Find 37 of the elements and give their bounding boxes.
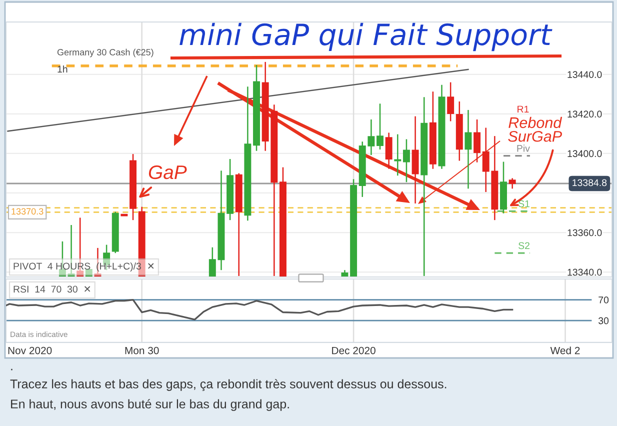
y-tick-label: 13420.0 (568, 110, 602, 118)
ref-line-label: 13370.3 (12, 208, 44, 215)
candlestick (376, 103, 384, 150)
ref-line-label: 13384.8 (572, 179, 607, 186)
annotation: R1 (518, 106, 529, 113)
candlestick (508, 178, 516, 190)
y-tick-label: 13440.0 (568, 71, 602, 78)
series-label: Piv (517, 144, 530, 152)
y-tick-label: 13340.0 (568, 268, 602, 276)
candlestick (474, 118, 481, 163)
annotation: GaP (148, 165, 187, 180)
annotation: RSI 14 70 30 ✕ (14, 286, 90, 293)
candlestick (394, 134, 402, 176)
text: . (11, 368, 12, 370)
x-tick-label: Nov 2020 (8, 346, 52, 354)
series-label: S1 (518, 200, 530, 208)
y-tick-label: 70 (598, 296, 609, 304)
annotation: PIVOT 4 HOURS (H+L+C)/3 ✕ (14, 262, 154, 272)
candlestick (402, 138, 410, 183)
y-tick-label: 13360.0 (568, 229, 602, 236)
x-tick-label: Mon 30 (125, 346, 159, 354)
annotation: mini GaP qui Fait Support (180, 22, 552, 52)
annotation: Rebond SurGaP (508, 116, 562, 142)
candlestick (412, 116, 419, 204)
series-label: S2 (518, 242, 530, 250)
line-series (6, 298, 514, 320)
candlestick (464, 109, 472, 190)
text: 1h (58, 65, 68, 73)
y-tick-label: 30 (598, 317, 609, 324)
x-tick-label: Wed 2 (550, 346, 580, 354)
text: Tracez les hauts et bas des gaps, ça rebondit très souvent dessus ou dessous. (10, 379, 446, 391)
text: Germany 30 Cash (€25) (57, 48, 154, 58)
text: En haut, nous avons buté sur le bas du grand gap. (11, 399, 289, 411)
x-tick-label: Dec 2020 (332, 346, 376, 354)
candlestick (447, 82, 454, 122)
candlestick (385, 132, 392, 170)
y-tick-label: 13400.0 (568, 150, 602, 158)
